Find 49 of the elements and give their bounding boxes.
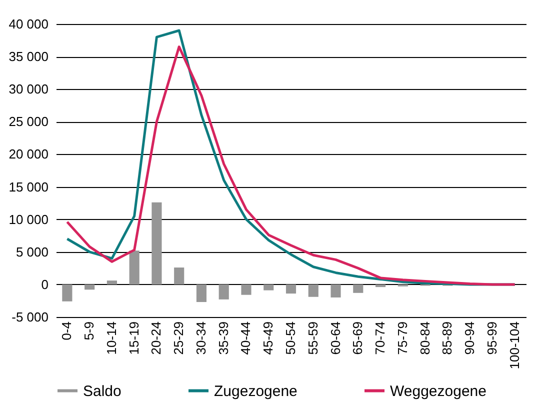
x-tick-label: 10-14 (104, 322, 119, 355)
bar (62, 284, 72, 302)
bar (241, 284, 252, 295)
y-tick-label: 40 000 (8, 16, 48, 32)
bar (330, 284, 341, 298)
legend-label: Saldo (83, 382, 122, 400)
x-tick-label: 55-59 (305, 322, 320, 355)
y-tick-label: 25 000 (8, 114, 48, 130)
x-tick-label: 15-19 (126, 322, 142, 355)
x-tick-label: 90-94 (462, 322, 478, 355)
x-tick-label: 50-54 (283, 322, 298, 355)
bar (129, 250, 140, 284)
x-tick-label: 30-34 (193, 322, 208, 355)
legend-label: Zugezogene (214, 382, 298, 400)
bar (264, 284, 274, 290)
bar (106, 280, 117, 284)
y-tick-label: 20 000 (8, 146, 48, 162)
x-tick-label: 65-69 (350, 322, 366, 355)
legend-label: Weggezogene (390, 382, 486, 400)
x-tick-label: 75-79 (394, 322, 410, 355)
bar (375, 284, 386, 288)
y-tick-label: 5 000 (16, 244, 48, 260)
bar (353, 284, 364, 293)
x-tick-label: 35-39 (216, 322, 231, 355)
x-tick-label: 100-104 (506, 322, 522, 370)
x-tick-label: 20-24 (148, 322, 164, 355)
y-tick-label: 0 (41, 276, 48, 292)
x-tick-label: 80-84 (417, 322, 432, 355)
bar (84, 284, 95, 290)
bar (308, 284, 318, 297)
x-tick-label: 0-4 (59, 322, 74, 340)
bar (286, 284, 296, 294)
y-tick-label: 30 000 (8, 82, 48, 97)
x-tick-label: 25-29 (171, 322, 186, 355)
y-tick-label: 10 000 (8, 212, 48, 227)
bar (196, 284, 207, 302)
x-tick-label: 60-64 (328, 322, 343, 355)
bar (152, 202, 162, 284)
y-tick-label: 15 000 (8, 179, 48, 194)
x-tick-label: 85-89 (440, 322, 455, 355)
x-tick-label: 5-9 (82, 322, 97, 340)
x-tick-label: 40-44 (238, 322, 254, 355)
x-tick-label: 45-49 (260, 322, 276, 355)
bar (218, 284, 229, 300)
x-tick-label: 95-99 (484, 322, 500, 355)
y-tick-label: -5 000 (12, 310, 48, 324)
x-tick-label: 70-74 (372, 322, 388, 355)
bar (174, 268, 184, 284)
y-tick-label: 35 000 (8, 49, 48, 64)
